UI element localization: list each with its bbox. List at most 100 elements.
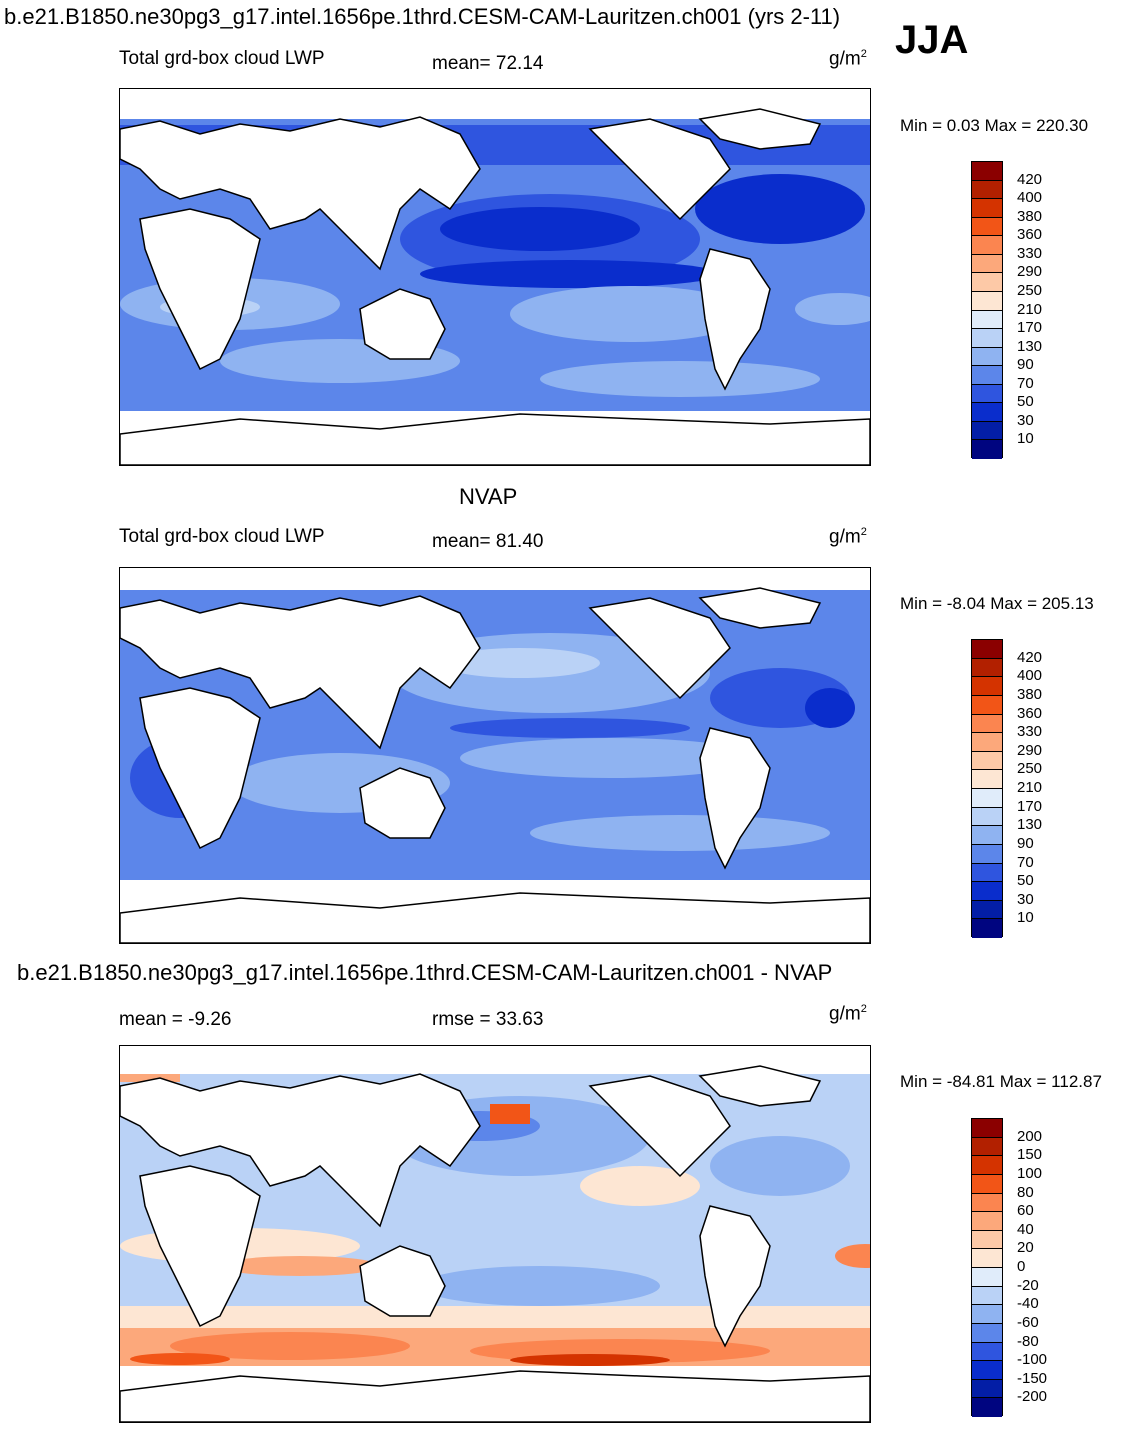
- panel1-colorbar: [971, 161, 1003, 459]
- colorbar-tick-label: 290: [1017, 263, 1043, 281]
- panel2-variable-label: Total grd-box cloud LWP: [119, 526, 325, 547]
- colorbar-tick-label: -150: [1017, 1369, 1048, 1387]
- main-title: b.e21.B1850.ne30pg3_g17.intel.1656pe.1th…: [4, 4, 841, 29]
- colorbar-swatch: [972, 347, 1002, 367]
- colorbar-swatch: [972, 440, 1002, 459]
- colorbar-swatch: [972, 1212, 1002, 1231]
- colorbar-swatch: [972, 1323, 1002, 1343]
- colorbar-tick-label: 10: [1017, 909, 1034, 927]
- colorbar-tick-label: 40: [1017, 1220, 1034, 1238]
- colorbar-swatch: [972, 751, 1002, 771]
- colorbar-tick-label: 90: [1017, 356, 1034, 374]
- panel3-map: [119, 1045, 871, 1423]
- panel3-units: g/m2: [829, 1003, 867, 1025]
- colorbar-swatch: [972, 1379, 1002, 1399]
- colorbar-swatch: [972, 658, 1002, 678]
- colorbar-tick-label: 30: [1017, 890, 1034, 908]
- colorbar-swatch: [972, 882, 1002, 901]
- panel1-mean-label: mean= 72.14: [432, 53, 544, 74]
- colorbar-swatch: [972, 844, 1002, 864]
- colorbar-tick-label: 210: [1017, 779, 1043, 796]
- colorbar-tick-label: -60: [1017, 1313, 1039, 1331]
- colorbar-swatch: [972, 1286, 1002, 1306]
- panel1-map: [119, 88, 871, 466]
- colorbar-swatch: [972, 254, 1002, 274]
- colorbar-tick-label: 250: [1017, 281, 1043, 299]
- colorbar-tick-label: -20: [1017, 1276, 1039, 1294]
- season-label: JJA: [895, 18, 969, 62]
- colorbar-tick-label: 130: [1017, 816, 1043, 834]
- colorbar-swatch: [972, 384, 1002, 404]
- colorbar-tick-label: 10: [1017, 430, 1034, 448]
- colorbar-swatch: [972, 329, 1002, 348]
- panel1-land: [120, 108, 870, 465]
- colorbar-swatch: [972, 807, 1002, 827]
- panel1-units: g/m2: [829, 48, 867, 70]
- colorbar-swatch: [972, 714, 1002, 734]
- panel2-units: g/m2: [829, 526, 867, 548]
- colorbar-swatch: [972, 403, 1002, 422]
- colorbar-tick-label: 200: [1017, 1127, 1043, 1145]
- colorbar-swatch: [972, 789, 1002, 808]
- panel3-mean-label: mean = -9.26: [119, 1009, 232, 1030]
- colorbar-swatch: [972, 919, 1002, 938]
- colorbar-swatch: [972, 863, 1002, 883]
- colorbar-tick-label: 360: [1017, 704, 1043, 722]
- colorbar-tick-label: 290: [1017, 741, 1043, 759]
- panel2-title: NVAP: [459, 484, 518, 509]
- colorbar-swatch: [972, 1268, 1002, 1287]
- colorbar-tick-label: 70: [1017, 374, 1034, 392]
- colorbar-tick-label: 80: [1017, 1183, 1034, 1201]
- colorbar-swatch: [972, 1398, 1002, 1417]
- colorbar-swatch: [972, 1156, 1002, 1175]
- colorbar-swatch: [972, 273, 1002, 292]
- colorbar-swatch: [972, 733, 1002, 752]
- colorbar-tick-label: 210: [1017, 300, 1043, 318]
- panel2-colorbar: [971, 639, 1003, 938]
- colorbar-tick-label: 420: [1017, 648, 1043, 666]
- colorbar-swatch: [972, 217, 1002, 237]
- colorbar-tick-label: 60: [1017, 1202, 1034, 1220]
- colorbar-swatch: [972, 291, 1002, 311]
- colorbar-swatch: [972, 640, 1002, 659]
- colorbar-swatch: [972, 1230, 1002, 1250]
- colorbar-tick-label: 330: [1017, 244, 1043, 262]
- colorbar-swatch: [972, 310, 1002, 330]
- colorbar-tick-label: 420: [1017, 170, 1043, 188]
- colorbar-swatch: [972, 421, 1002, 441]
- colorbar-swatch: [972, 900, 1002, 920]
- colorbar-swatch: [972, 1137, 1002, 1157]
- panel1-minmax: Min = 0.03 Max = 220.30: [900, 116, 1089, 135]
- panel3-land: [120, 1065, 870, 1422]
- colorbar-tick-label: 50: [1017, 872, 1034, 890]
- colorbar-tick-label: 250: [1017, 760, 1043, 778]
- colorbar-tick-label: 50: [1017, 393, 1034, 411]
- colorbar-tick-label: 400: [1017, 667, 1043, 685]
- colorbar-swatch: [972, 1249, 1002, 1268]
- colorbar-swatch: [972, 1361, 1002, 1380]
- panel3-title: b.e21.B1850.ne30pg3_g17.intel.1656pe.1th…: [17, 960, 833, 985]
- colorbar-swatch: [972, 1305, 1002, 1324]
- panel2-minmax: Min = -8.04 Max = 205.13: [900, 594, 1094, 613]
- panel2-map: [119, 567, 871, 944]
- colorbar-tick-label: -40: [1017, 1295, 1039, 1313]
- colorbar-swatch: [972, 1342, 1002, 1362]
- colorbar-swatch: [972, 199, 1002, 218]
- colorbar-swatch: [972, 1119, 1002, 1138]
- colorbar-tick-label: 0: [1017, 1258, 1026, 1275]
- colorbar-tick-label: 20: [1017, 1239, 1034, 1257]
- panel1-variable-label: Total grd-box cloud LWP: [119, 48, 325, 69]
- colorbar-tick-label: 130: [1017, 337, 1043, 355]
- colorbar-tick-label: 400: [1017, 189, 1043, 207]
- colorbar-tick-label: 70: [1017, 853, 1034, 871]
- colorbar-swatch: [972, 695, 1002, 715]
- colorbar-tick-label: 330: [1017, 723, 1043, 741]
- colorbar-swatch: [972, 236, 1002, 255]
- panel3-colorbar: [971, 1118, 1003, 1417]
- panel3-minmax: Min = -84.81 Max = 112.87: [900, 1072, 1102, 1091]
- colorbar-tick-label: 90: [1017, 834, 1034, 852]
- colorbar-tick-label: 30: [1017, 411, 1034, 429]
- colorbar-tick-label: -80: [1017, 1332, 1039, 1350]
- panel2-land: [120, 587, 870, 943]
- colorbar-tick-label: 170: [1017, 319, 1043, 337]
